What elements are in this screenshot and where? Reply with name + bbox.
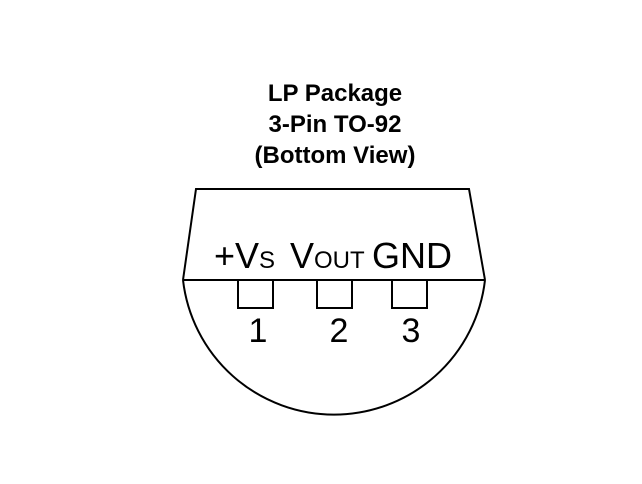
- package-title: LP Package 3-Pin TO-92 (Bottom View): [0, 78, 642, 171]
- pin-1-pad: [237, 279, 274, 309]
- pin-3-pad: [391, 279, 428, 309]
- package-rounded-body: [182, 279, 486, 416]
- package-flat-face: [182, 188, 486, 281]
- pin-1-number: 1: [249, 312, 268, 350]
- pin-2-label: VOUT: [290, 235, 365, 276]
- pin-1-label: +VS: [214, 235, 275, 276]
- pin-3-label: GND: [372, 235, 452, 276]
- pin-1-label-sub: S: [259, 247, 275, 274]
- pin-2-label-main: V: [290, 235, 314, 276]
- title-pin-type: 3-Pin TO-92: [268, 111, 402, 138]
- pin-2-number: 2: [330, 312, 349, 350]
- pin-2-pad: [316, 279, 353, 309]
- title-package-name: LP Package: [267, 80, 403, 107]
- pin-3-number: 3: [402, 312, 421, 350]
- title-view: (Bottom View): [254, 142, 416, 169]
- pin-1-label-main: +V: [214, 235, 259, 276]
- pin-3-label-main: GND: [372, 235, 452, 276]
- pin-2-label-sub: OUT: [314, 247, 365, 274]
